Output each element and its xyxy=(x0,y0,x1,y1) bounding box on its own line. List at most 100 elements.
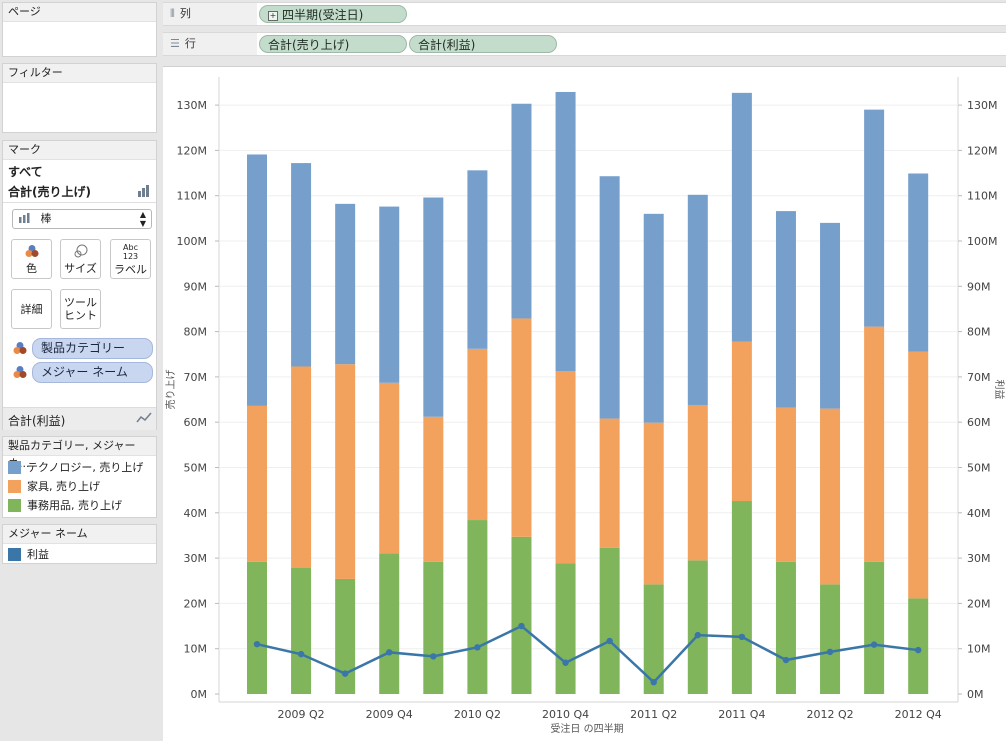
marks-profit-label: 合計(利益) xyxy=(8,414,66,428)
rows-pill-profit[interactable]: 合計(利益) xyxy=(409,35,557,53)
y2-tick-label: 30M xyxy=(967,552,991,565)
category-legend-item[interactable]: テクノロジー, 売り上げ xyxy=(8,459,143,475)
marks-card: マーク すべて 合計(売り上げ) 棒 ▲ ▼ 色 サイズ Abc 123 ラベル … xyxy=(2,140,157,430)
bar-segment xyxy=(379,553,400,694)
profit-point xyxy=(518,622,525,630)
rows-shelf-label: ☰ 行 xyxy=(163,33,257,55)
y-tick-label: 130M xyxy=(177,99,208,112)
bar-segment xyxy=(335,578,356,694)
bar-segment xyxy=(864,561,885,694)
category-legend-item[interactable]: 家具, 売り上げ xyxy=(8,478,100,494)
bar-segment xyxy=(775,211,796,408)
bar-segment xyxy=(643,584,664,694)
field-pill-measure-names[interactable]: メジャー ネーム xyxy=(32,362,153,383)
mark-type-select[interactable]: 棒 ▲ ▼ xyxy=(12,209,152,229)
marks-card-title: マーク xyxy=(3,141,156,160)
field-pill-category[interactable]: 製品カテゴリー xyxy=(32,338,153,359)
y2-tick-label: 0M xyxy=(967,688,984,701)
category-legend-item[interactable]: 事務用品, 売り上げ xyxy=(8,497,122,513)
marks-sales-tab[interactable]: 合計(売り上げ) xyxy=(8,185,91,199)
bar-segment xyxy=(775,407,796,562)
bar-segment xyxy=(379,206,400,383)
bar-segment xyxy=(599,418,620,548)
marks-all-tab[interactable]: すべて xyxy=(8,165,43,179)
bar-segment xyxy=(687,560,708,694)
bar-segment xyxy=(423,197,444,417)
bar-segment xyxy=(687,404,708,561)
profit-point xyxy=(386,649,393,656)
profit-point xyxy=(606,637,613,645)
y2-tick-label: 120M xyxy=(967,144,998,157)
size-button[interactable]: サイズ xyxy=(60,239,101,279)
columns-shelf[interactable]: ⦀ 列 + 四半期(受注日) xyxy=(163,2,1006,26)
profit-point xyxy=(870,641,878,648)
bar-segment xyxy=(511,536,532,694)
color-button-label: 色 xyxy=(26,262,37,275)
columns-pill-quarter[interactable]: + 四半期(受注日) xyxy=(259,5,407,23)
y-tick-label: 100M xyxy=(177,235,208,248)
sales-profit-chart[interactable]: 0M 0M 10M 10M 20M 20M 30M 30M 40M 40M 50M 50M 60M 60M… xyxy=(163,67,1006,741)
bar-mark-icon xyxy=(19,211,31,229)
y2-tick-label: 70M xyxy=(967,371,991,384)
bar-segment xyxy=(291,567,312,694)
y-tick-label: 20M xyxy=(184,597,208,610)
profit-point xyxy=(341,670,349,677)
x-tick-label: 2012 Q2 xyxy=(806,708,853,721)
y2-tick-label: 60M xyxy=(967,416,991,429)
profit-point xyxy=(562,659,569,666)
label-button[interactable]: Abc 123 ラベル xyxy=(110,239,151,279)
rows-label-text: 行 xyxy=(184,37,196,50)
y-tick-label: 80M xyxy=(184,326,208,339)
columns-pill-text: 四半期(受注日) xyxy=(282,8,364,22)
bar-segment xyxy=(423,416,444,562)
category-legend-swatch xyxy=(8,461,21,474)
bar-chart-icon xyxy=(137,185,151,200)
marks-profit-tab[interactable]: 合計(利益) xyxy=(3,407,156,430)
color-button[interactable]: 色 xyxy=(11,239,52,279)
category-legend-label: 家具, 売り上げ xyxy=(27,480,100,493)
measure-legend-item[interactable]: 利益 xyxy=(8,546,49,562)
y2-tick-label: 10M xyxy=(967,643,991,656)
y2-tick-label: 40M xyxy=(967,507,991,520)
y2-tick-label: 100M xyxy=(967,235,998,248)
bar-segment xyxy=(423,561,444,694)
tooltip-button-label: ツール ヒント xyxy=(61,290,100,322)
profit-point xyxy=(430,653,437,660)
bar-segment xyxy=(247,405,267,562)
filters-panel[interactable]: フィルター xyxy=(2,63,157,133)
x-tick-label: 2011 Q2 xyxy=(630,708,677,721)
bar-segment xyxy=(467,348,488,521)
bar-segment xyxy=(335,364,356,579)
category-legend-swatch xyxy=(8,480,21,493)
expand-plus-icon[interactable]: + xyxy=(268,11,278,21)
bar-segment xyxy=(820,584,841,694)
rows-shelf[interactable]: ☰ 行 合計(売り上げ) 合計(利益) xyxy=(163,32,1006,56)
label-icon-line2: 123 xyxy=(122,252,139,261)
measure-legend-label: 利益 xyxy=(27,548,49,561)
y2-tick-label: 130M xyxy=(967,99,998,112)
bar-segment xyxy=(555,371,576,564)
y2-tick-label: 20M xyxy=(967,597,991,610)
profit-line xyxy=(256,624,919,684)
bar-segment xyxy=(908,598,929,694)
bar-segment xyxy=(908,173,929,352)
columns-label-text: 列 xyxy=(179,7,191,20)
profit-point xyxy=(826,648,834,656)
bar-segment xyxy=(731,501,752,694)
tooltip-button[interactable]: ツール ヒント xyxy=(60,289,101,329)
detail-button[interactable]: 詳細 xyxy=(11,289,52,329)
bar-segment xyxy=(643,213,664,423)
view-canvas[interactable]: 0M 0M 10M 10M 20M 20M 30M 30M 40M 40M 50M 50M 60M 60M… xyxy=(163,66,1006,741)
bar-segment xyxy=(820,408,841,585)
y-tick-label: 50M xyxy=(184,462,208,475)
x-tick-label: 2012 Q4 xyxy=(895,708,942,721)
profit-point xyxy=(915,646,922,654)
rows-pill-sales[interactable]: 合計(売り上げ) xyxy=(259,35,407,53)
marks-divider xyxy=(3,202,156,203)
bar-segment xyxy=(731,341,752,502)
bar-segment xyxy=(379,382,400,554)
bar-segment xyxy=(599,547,620,694)
bar-segment xyxy=(247,561,267,694)
y-axis-title: 売り上げ xyxy=(164,370,177,410)
